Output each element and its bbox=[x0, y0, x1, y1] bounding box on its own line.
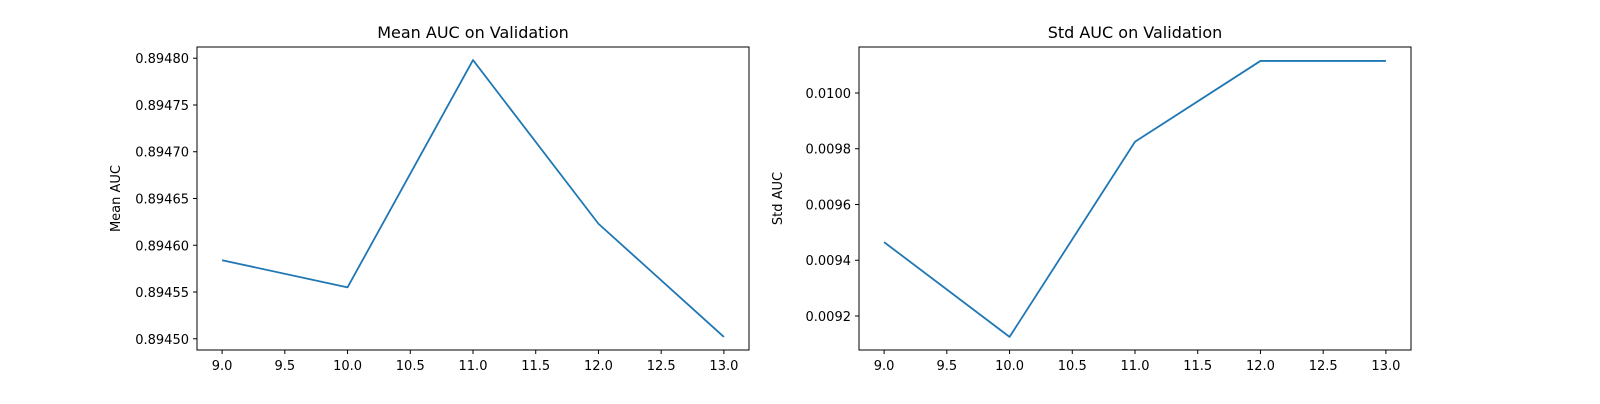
mean-auc-series bbox=[221, 59, 725, 338]
mean-auc-y-tick-label: 0.89455 bbox=[135, 286, 189, 301]
mean-auc-plot-area bbox=[196, 46, 750, 351]
std-auc-x-tick-label: 11.0 bbox=[1121, 359, 1150, 374]
mean-auc-series-line bbox=[221, 59, 725, 338]
std-auc-y-tick-label: 0.0096 bbox=[806, 198, 852, 213]
std-auc-x-tick-label: 9.0 bbox=[874, 359, 895, 374]
mean-auc-x-tick-label: 11.0 bbox=[459, 359, 488, 374]
std-auc-x-tick-label: 11.5 bbox=[1183, 359, 1212, 374]
std-auc-y-tick-label: 0.0098 bbox=[806, 143, 852, 158]
mean-auc-y-tick-label: 0.89460 bbox=[135, 239, 189, 254]
mean-auc-y-tick-label: 0.89475 bbox=[135, 99, 189, 114]
mean-auc-chart-title: Mean AUC on Validation bbox=[377, 23, 569, 42]
std-auc-series bbox=[883, 60, 1386, 338]
mean-auc-y-tick-label: 0.89470 bbox=[135, 146, 189, 161]
std-auc-x-tick-label: 12.0 bbox=[1246, 359, 1275, 374]
std-auc-y-tick-label: 0.0094 bbox=[806, 254, 852, 269]
mean-auc-y-axis-label: Mean AUC bbox=[109, 165, 124, 232]
mean-auc-x-tick-label: 12.5 bbox=[647, 359, 676, 374]
std-auc-x-ticks: 9.0 9.5 10.0 10.5 11.0 11.5 12.0 12.5 13.0 bbox=[874, 350, 1400, 374]
mean-auc-y-tick-label: 0.89480 bbox=[135, 52, 189, 67]
std-auc-y-ticks: 0.0092 0.0094 0.0096 0.0098 0.0100 bbox=[806, 87, 859, 325]
mean-auc-x-tick-label: 12.0 bbox=[584, 359, 613, 374]
std-auc-x-tick-label: 12.5 bbox=[1309, 359, 1338, 374]
mean-auc-chart: Mean AUC on Validation Mean AUC 9.0 9.5 10… bbox=[109, 23, 750, 374]
mean-auc-x-tick-label: 9.5 bbox=[274, 359, 295, 374]
mean-auc-x-ticks: 9.0 9.5 10.0 10.5 11.0 11.5 12.0 12.5 13.0 bbox=[212, 350, 738, 374]
mean-auc-x-tick-label: 13.0 bbox=[709, 359, 738, 374]
std-auc-series-line bbox=[883, 60, 1386, 338]
std-auc-chart: Std AUC on Validation Std AUC 9.0 9.5 10.0… bbox=[771, 23, 1412, 374]
mean-auc-x-tick-label: 9.0 bbox=[212, 359, 233, 374]
mean-auc-y-tick-label: 0.89465 bbox=[135, 193, 189, 208]
mean-auc-y-ticks: 0.89450 0.89455 0.89460 0.89465 0.89470 0.894… bbox=[135, 52, 197, 348]
std-auc-y-tick-label: 0.0100 bbox=[806, 87, 852, 102]
mean-auc-y-tick-label: 0.89450 bbox=[135, 333, 189, 348]
std-auc-y-tick-label: 0.0092 bbox=[806, 310, 852, 325]
std-auc-y-axis-label: Std AUC bbox=[771, 172, 786, 225]
std-auc-x-tick-label: 13.0 bbox=[1371, 359, 1400, 374]
std-auc-chart-title: Std AUC on Validation bbox=[1048, 23, 1223, 42]
std-auc-x-tick-label: 10.5 bbox=[1058, 359, 1087, 374]
mean-auc-x-tick-label: 11.5 bbox=[521, 359, 550, 374]
std-auc-x-tick-label: 10.0 bbox=[995, 359, 1024, 374]
mean-auc-x-tick-label: 10.0 bbox=[333, 359, 362, 374]
std-auc-plot-area bbox=[858, 46, 1412, 351]
mean-auc-x-tick-label: 10.5 bbox=[396, 359, 425, 374]
std-auc-x-tick-label: 9.5 bbox=[936, 359, 957, 374]
